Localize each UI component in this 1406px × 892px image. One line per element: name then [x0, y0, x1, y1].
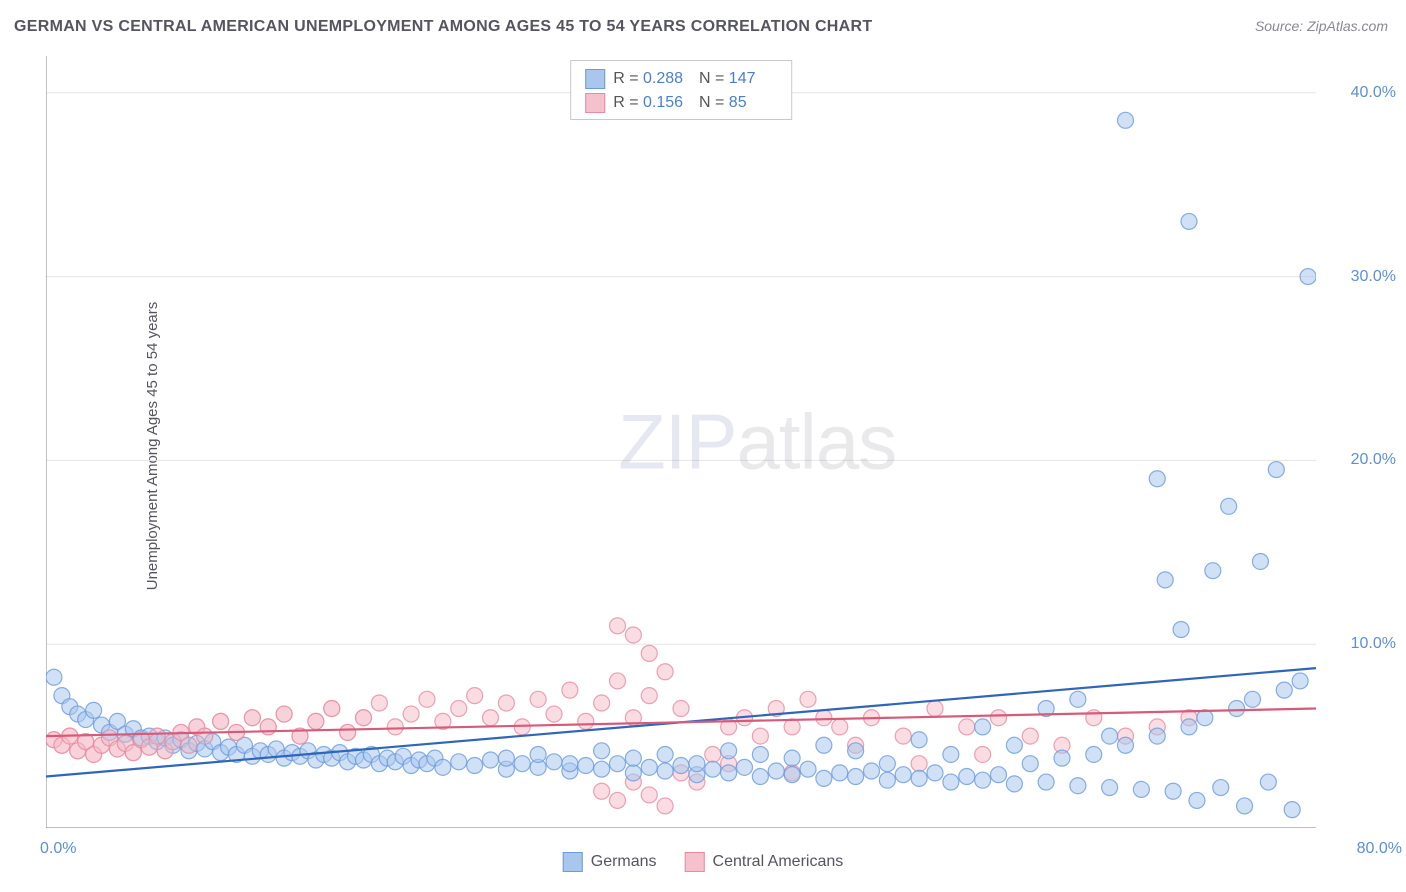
stat-n-label: N = 147: [699, 67, 777, 91]
legend-row-germans: R = 0.288 N = 147: [585, 67, 777, 91]
stat-r-label: R = 0.288: [613, 67, 691, 91]
stat-r-germans: 0.288: [643, 67, 691, 91]
stat-n-label: N = 85: [699, 91, 777, 115]
y-tick-label: 30.0%: [1326, 268, 1396, 286]
stat-r-central: 0.156: [643, 91, 691, 115]
swatch-central-icon: [685, 852, 705, 872]
series-legend: Germans Central Americans: [563, 852, 844, 872]
legend-item-germans: Germans: [563, 852, 657, 872]
chart-title: GERMAN VS CENTRAL AMERICAN UNEMPLOYMENT …: [14, 18, 872, 36]
y-tick-label: 10.0%: [1326, 635, 1396, 653]
chart-svg: [46, 56, 1316, 828]
y-tick-label: 20.0%: [1326, 451, 1396, 469]
correlation-legend: R = 0.288 N = 147 R = 0.156 N = 85: [570, 60, 792, 120]
y-tick-label: 40.0%: [1326, 84, 1396, 102]
stat-n-central: 85: [729, 91, 777, 115]
x-tick-min: 0.0%: [40, 840, 76, 858]
x-tick-max: 80.0%: [1357, 840, 1402, 858]
stat-n-germans: 147: [729, 67, 777, 91]
legend-item-central: Central Americans: [685, 852, 844, 872]
swatch-germans: [585, 69, 605, 89]
swatch-central: [585, 93, 605, 113]
swatch-germans-icon: [563, 852, 583, 872]
legend-row-central: R = 0.156 N = 85: [585, 91, 777, 115]
plot-container: ZIPatlas R = 0.288 N = 147 R = 0.156 N =…: [46, 56, 1316, 828]
stat-r-label: R = 0.156: [613, 91, 691, 115]
legend-label-central: Central Americans: [713, 853, 844, 871]
source-label: Source: ZipAtlas.com: [1255, 18, 1388, 34]
legend-label-germans: Germans: [591, 853, 657, 871]
